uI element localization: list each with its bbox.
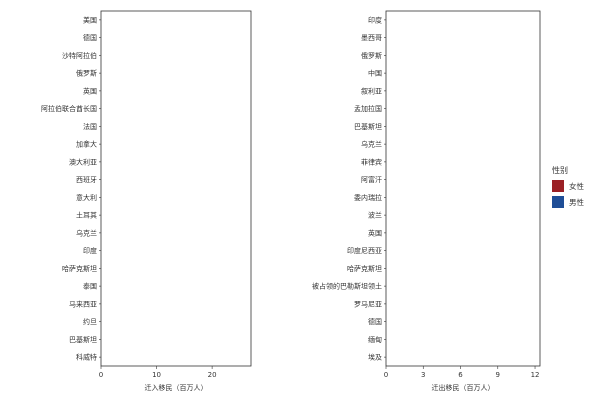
category-label: 缅甸 [368, 335, 382, 344]
immigration-panel: 美国德国沙特阿拉伯俄罗斯英国阿拉伯联合酋长国法国加拿大澳大利亚西班牙意大利土耳其… [41, 10, 252, 392]
legend: 性别 女性 男性 [552, 165, 584, 208]
category-label: 乌克兰 [76, 228, 97, 237]
x-axis-label: 迁入移民（百万人） [145, 383, 208, 392]
category-label: 乌克兰 [361, 140, 382, 149]
category-label: 英国 [368, 228, 382, 237]
category-label: 俄罗斯 [361, 51, 382, 60]
legend-title: 性别 [552, 165, 568, 175]
category-label: 澳大利亚 [69, 157, 97, 166]
legend-label-male: 男性 [569, 197, 584, 207]
category-label: 被占领的巴勒斯坦领土 [312, 282, 382, 291]
category-label: 科威特 [76, 353, 97, 362]
category-label: 泰国 [83, 282, 97, 291]
category-label: 印度尼西亚 [347, 246, 382, 255]
category-label: 意大利 [76, 193, 97, 202]
category-label: 加拿大 [76, 140, 97, 149]
legend-swatch-female [552, 180, 564, 192]
x-tick-label: 10 [152, 371, 161, 379]
category-label: 叙利亚 [361, 86, 382, 95]
category-label: 阿富汗 [361, 175, 382, 184]
category-label: 罗马尼亚 [354, 300, 382, 308]
category-label: 菲律宾 [361, 157, 382, 166]
category-label: 美国 [83, 15, 97, 24]
category-label: 中国 [368, 69, 382, 78]
category-label: 哈萨克斯坦 [347, 264, 382, 273]
category-label: 西班牙 [76, 175, 97, 184]
category-label: 波兰 [368, 211, 382, 220]
plot-border [100, 10, 252, 367]
x-axis-label: 迁出移民（百万人） [432, 383, 495, 392]
category-label: 孟加拉国 [354, 104, 382, 113]
category-label: 巴基斯坦 [69, 335, 97, 344]
category-label: 俄罗斯 [76, 69, 97, 78]
category-label: 印度 [368, 15, 382, 24]
category-label: 马来西亚 [69, 300, 97, 308]
legend-label-female: 女性 [569, 181, 584, 191]
x-tick-label: 3 [421, 371, 425, 379]
category-label: 沙特阿拉伯 [62, 51, 97, 60]
category-label: 法国 [83, 122, 97, 131]
legend-swatch-male [552, 196, 564, 208]
x-tick-label: 0 [384, 371, 388, 379]
plot-border [385, 10, 541, 367]
category-label: 委内瑞拉 [354, 193, 382, 202]
category-label: 哈萨克斯坦 [62, 264, 97, 273]
category-label: 印度 [83, 246, 97, 255]
x-tick-label: 12 [531, 371, 540, 379]
category-label: 阿拉伯联合酋长国 [41, 104, 97, 113]
x-tick-label: 9 [496, 371, 500, 379]
category-label: 约旦 [83, 317, 97, 326]
category-label: 土耳其 [76, 211, 97, 220]
x-tick-label: 20 [208, 371, 217, 379]
category-label: 英国 [83, 86, 97, 95]
category-label: 德国 [83, 33, 97, 42]
emigration-panel: 印度墨西哥俄罗斯中国叙利亚孟加拉国巴基斯坦乌克兰菲律宾阿富汗委内瑞拉波兰英国印度… [312, 10, 541, 392]
category-label: 德国 [368, 317, 382, 326]
category-label: 墨西哥 [361, 34, 382, 42]
category-label: 埃及 [368, 353, 382, 362]
category-label: 巴基斯坦 [354, 122, 382, 131]
x-tick-label: 6 [458, 371, 463, 379]
x-tick-label: 0 [99, 371, 103, 379]
